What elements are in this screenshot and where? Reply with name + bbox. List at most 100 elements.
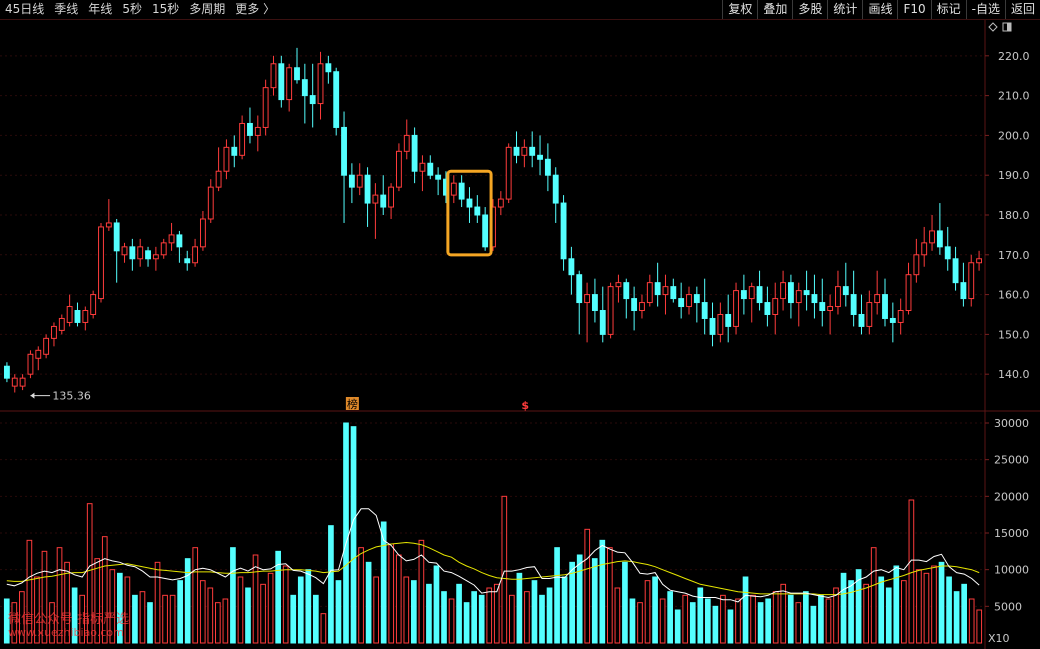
volume-bar-up: [169, 594, 176, 644]
volume-bar-down: [117, 572, 123, 644]
period-15sec[interactable]: 15秒: [151, 2, 180, 16]
candle-up: [772, 298, 779, 315]
volume-bar-down: [245, 587, 251, 644]
panel-toggle-icon[interactable]: [1002, 22, 1012, 32]
candle-down: [725, 313, 732, 327]
candle-up: [168, 234, 175, 244]
candle-up: [388, 186, 395, 208]
period-quarter[interactable]: 季线: [54, 2, 79, 16]
candle-up: [968, 262, 975, 300]
volume-bar-down: [433, 565, 440, 644]
draw-line-button[interactable]: 画线: [862, 0, 897, 19]
volume-bar-up: [509, 594, 515, 644]
volume-bar-down: [290, 594, 297, 644]
volume-bar-down: [818, 594, 824, 644]
volume-bar-down: [380, 521, 387, 644]
period-multi[interactable]: 多周期: [189, 2, 226, 16]
period-5sec[interactable]: 5秒: [122, 2, 142, 16]
overlay-button[interactable]: 叠加: [757, 0, 792, 19]
candle-down: [944, 246, 951, 260]
volume-bar-up: [644, 580, 651, 644]
candle-up: [90, 294, 97, 315]
back-button[interactable]: 返回: [1004, 0, 1040, 19]
volume-bar-down: [539, 594, 545, 644]
period-more[interactable]: 更多 〉: [235, 2, 276, 16]
volume-bar-down: [313, 594, 319, 644]
volume-bar-up: [524, 591, 530, 644]
candle-up: [584, 294, 591, 304]
top-toolbar: 45日线 季线 年线 5秒 15秒 多周期 更多 〉 复权 叠加 多股 统计 画…: [0, 0, 1040, 20]
candle-down: [247, 122, 253, 136]
candle-up: [929, 230, 935, 244]
candle-up: [82, 310, 89, 323]
volume-bar-down: [938, 561, 945, 644]
candle-down: [333, 71, 340, 128]
candle-up: [866, 302, 873, 327]
volume-bar-down: [147, 602, 153, 644]
price-tick-label: 210.0: [998, 90, 1030, 103]
candle-down: [678, 298, 685, 308]
f10-button[interactable]: F10: [897, 0, 930, 19]
statistics-button[interactable]: 统计: [827, 0, 862, 19]
candle-down: [709, 317, 716, 335]
candle-down: [348, 174, 355, 188]
candle-up: [450, 182, 457, 196]
candle-up: [356, 174, 363, 188]
volume-bar-down: [727, 609, 734, 644]
candle-down: [411, 134, 418, 172]
candle-up: [395, 150, 402, 188]
volume-bar-up: [124, 576, 131, 644]
candle-up: [905, 274, 912, 312]
volume-bar-down: [561, 576, 568, 644]
candle-up: [199, 218, 206, 248]
candle-down: [301, 79, 308, 97]
diamond-icon[interactable]: [988, 22, 998, 32]
remove-watchlist-button[interactable]: -自选: [965, 0, 1005, 19]
volume-bar-up: [493, 583, 500, 644]
candle-down: [693, 294, 700, 304]
mark-button[interactable]: 标记: [930, 0, 966, 19]
volume-bar-up: [682, 594, 689, 644]
volume-bar-down: [946, 576, 952, 644]
volume-bar-up: [418, 539, 425, 644]
volume-bar-up: [199, 580, 206, 644]
candle-up: [607, 286, 614, 335]
volume-bar-down: [230, 547, 236, 644]
period-year[interactable]: 年线: [88, 2, 113, 16]
candle-up: [662, 286, 669, 296]
volume-tick-label: 25000: [994, 454, 1029, 467]
volume-bar-up: [49, 602, 55, 644]
volume-bar-down: [787, 594, 794, 644]
volume-bar-down: [554, 547, 560, 644]
volume-bar-down: [712, 605, 719, 644]
volume-bar-up: [825, 598, 832, 644]
candle-down: [740, 290, 747, 300]
adjust-button[interactable]: 复权: [722, 0, 757, 19]
candle-down: [529, 146, 536, 156]
candle-up: [270, 63, 277, 89]
candle-down: [654, 282, 661, 296]
candle-up: [646, 282, 653, 304]
low-arrow-head: [30, 392, 35, 399]
kline-chart[interactable]: 220.0 210.0 200.0 190.0 180.0 170.0 160.0 150.0…: [0, 20, 1040, 649]
candle-down: [482, 214, 489, 248]
volume-bar-up: [154, 561, 161, 644]
candle-up: [192, 246, 199, 264]
volume-bar-up: [192, 547, 199, 644]
candle-up: [66, 306, 73, 323]
volume-bar-up: [64, 561, 70, 644]
volume-tick-label: 10000: [994, 564, 1029, 577]
period-45day[interactable]: 45日线: [5, 2, 45, 16]
candle-down: [435, 174, 442, 180]
candle-down: [129, 246, 136, 260]
candle-down: [552, 174, 559, 204]
candle-down: [811, 294, 818, 304]
volume-bar-up: [222, 598, 229, 644]
candle-up: [262, 87, 269, 128]
candle-down: [858, 313, 865, 327]
price-tick-label: 140.0: [998, 368, 1030, 381]
multi-stock-button[interactable]: 多股: [792, 0, 827, 19]
volume-bar-up: [659, 598, 666, 644]
price-tick-label: 160.0: [998, 289, 1030, 302]
candle-down: [889, 317, 896, 323]
